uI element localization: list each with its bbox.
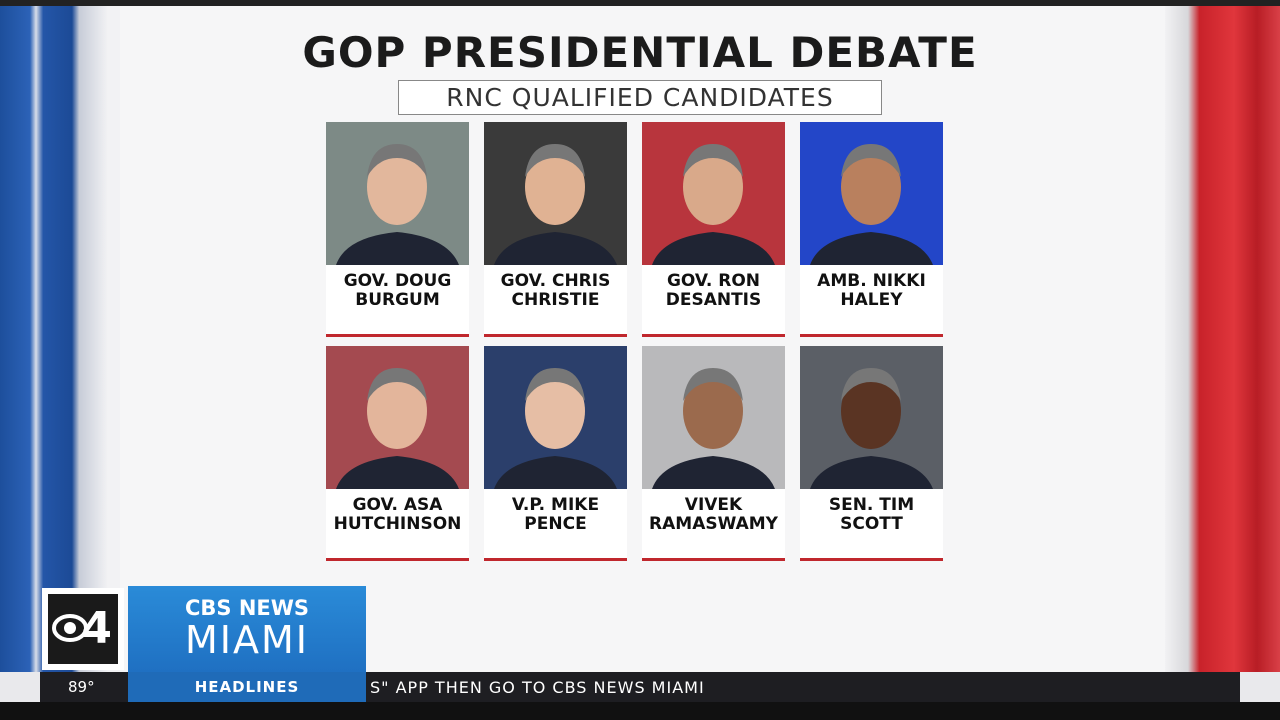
portrait-silhouette xyxy=(652,368,775,489)
candidate-photo xyxy=(642,122,785,265)
candidate-photo xyxy=(484,122,627,265)
top-edge xyxy=(0,0,1280,6)
candidate-name: VIVEK RAMASWAMY xyxy=(642,496,785,534)
channel-logo: 4 xyxy=(42,588,124,670)
name-line-2: HALEY xyxy=(840,290,903,310)
eye-logo xyxy=(52,614,88,642)
candidate-card: VIVEK RAMASWAMY xyxy=(642,346,785,561)
candidate-name: GOV. RON DESANTIS xyxy=(642,272,785,310)
name-line-1: V.P. MIKE xyxy=(511,495,600,515)
name-line-2: SCOTT xyxy=(840,514,903,534)
ticker-text: S" APP THEN GO TO CBS NEWS MIAMI xyxy=(370,678,705,697)
name-line-1: GOV. DOUG xyxy=(343,271,452,291)
city-name: MIAMI xyxy=(185,618,309,662)
candidate-photo xyxy=(484,346,627,489)
network-box: CBS NEWS MIAMI xyxy=(128,586,366,672)
title: GOP PRESIDENTIAL DEBATE xyxy=(302,28,978,77)
candidate-card: AMB. NIKKI HALEY xyxy=(800,122,943,337)
portrait-silhouette xyxy=(494,144,617,265)
network-name: CBS NEWS xyxy=(184,596,310,620)
candidate-name: AMB. NIKKI HALEY xyxy=(800,272,943,310)
candidate-photo xyxy=(642,346,785,489)
candidate-card: GOV. ASA HUTCHINSON xyxy=(326,346,469,561)
candidate-card: GOV. CHRIS CHRISTIE xyxy=(484,122,627,337)
temperature: 89° xyxy=(68,678,95,696)
portrait-silhouette xyxy=(652,144,775,265)
candidate-photo xyxy=(800,122,943,265)
name-line-2: CHRISTIE xyxy=(511,290,600,310)
candidate-photo xyxy=(326,122,469,265)
portrait-silhouette xyxy=(810,144,933,265)
blue-stripes xyxy=(0,0,120,672)
portrait-silhouette xyxy=(336,144,459,265)
candidate-name: V.P. MIKE PENCE xyxy=(484,496,627,534)
candidate-name: SEN. TIM SCOTT xyxy=(800,496,943,534)
candidate-card: GOV. DOUG BURGUM xyxy=(326,122,469,337)
candidate-photo xyxy=(800,346,943,489)
name-line-1: GOV. CHRIS xyxy=(500,271,611,291)
bottom-edge xyxy=(0,702,1280,720)
name-line-1: GOV. RON xyxy=(666,271,761,291)
name-line-2: PENCE xyxy=(524,514,587,534)
name-line-1: AMB. NIKKI xyxy=(817,271,926,291)
portrait-silhouette xyxy=(810,368,933,489)
portrait-silhouette xyxy=(336,368,459,489)
portrait-silhouette xyxy=(494,368,617,489)
candidate-name: GOV. DOUG BURGUM xyxy=(326,272,469,310)
candidate-photo xyxy=(326,346,469,489)
red-stripes xyxy=(1165,0,1280,672)
name-line-2: RAMASWAMY xyxy=(649,514,778,534)
candidate-name: GOV. ASA HUTCHINSON xyxy=(326,496,469,534)
subtitle: RNC QUALIFIED CANDIDATES xyxy=(398,80,882,115)
name-line-2: HUTCHINSON xyxy=(333,514,462,534)
candidate-card: V.P. MIKE PENCE xyxy=(484,346,627,561)
name-line-1: VIVEK xyxy=(684,495,743,515)
name-line-1: SEN. TIM xyxy=(828,495,915,515)
name-line-2: DESANTIS xyxy=(665,290,762,310)
name-line-2: BURGUM xyxy=(355,290,440,310)
ticker-bar: 89° HEADLINES S" APP THEN GO TO CBS NEWS… xyxy=(40,672,1240,702)
candidate-card: GOV. RON DESANTIS xyxy=(642,122,785,337)
name-line-1: GOV. ASA xyxy=(352,495,443,515)
candidate-name: GOV. CHRIS CHRISTIE xyxy=(484,272,627,310)
ticker-label: HEADLINES xyxy=(128,672,366,702)
candidate-card: SEN. TIM SCOTT xyxy=(800,346,943,561)
